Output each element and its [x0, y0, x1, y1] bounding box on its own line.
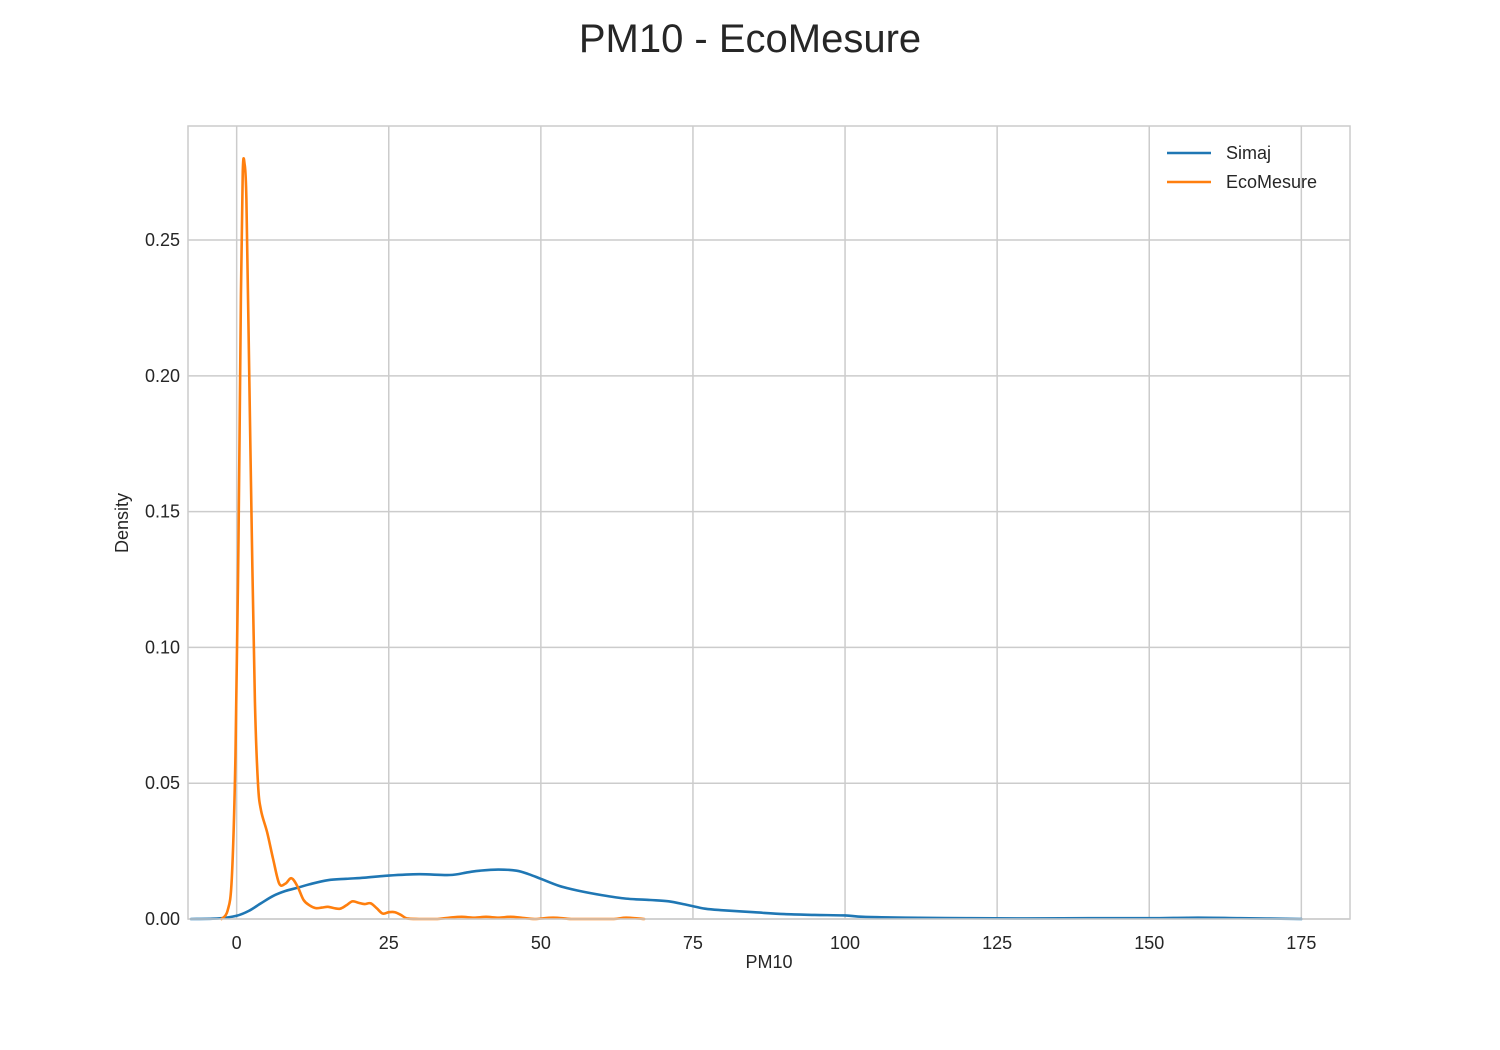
y-tick-label: 0.10 — [145, 637, 180, 657]
y-axis-label: Density — [112, 493, 132, 553]
x-axis-ticks: 0 25 50 75 100 125 150 175 — [232, 933, 1317, 953]
y-tick-label: 0.00 — [145, 909, 180, 929]
y-tick-label: 0.25 — [145, 230, 180, 250]
grid — [188, 126, 1350, 920]
x-tick-label: 125 — [982, 933, 1012, 953]
x-tick-label: 175 — [1286, 933, 1316, 953]
legend-label-ecomesure: EcoMesure — [1226, 172, 1317, 192]
legend-label-simaj: Simaj — [1226, 143, 1271, 163]
plot-frame — [187, 125, 1351, 920]
y-tick-label: 0.20 — [145, 366, 180, 386]
chart-title: PM10 - EcoMesure — [579, 17, 921, 61]
x-tick-label: 100 — [830, 933, 860, 953]
x-axis-label: PM10 — [745, 952, 792, 972]
x-tick-label: 150 — [1134, 933, 1164, 953]
y-axis-ticks: 0.00 0.05 0.10 0.15 0.20 0.25 — [145, 230, 180, 929]
y-tick-label: 0.05 — [145, 773, 180, 793]
legend: Simaj EcoMesure — [1167, 143, 1317, 192]
x-tick-label: 75 — [683, 933, 703, 953]
x-tick-label: 50 — [531, 933, 551, 953]
y-tick-label: 0.15 — [145, 502, 180, 522]
x-tick-label: 0 — [232, 933, 242, 953]
series-line-ecomesure — [220, 156, 646, 921]
x-tick-label: 25 — [379, 933, 399, 953]
series-line-simaj — [189, 868, 1303, 921]
series-layer — [189, 156, 1303, 921]
